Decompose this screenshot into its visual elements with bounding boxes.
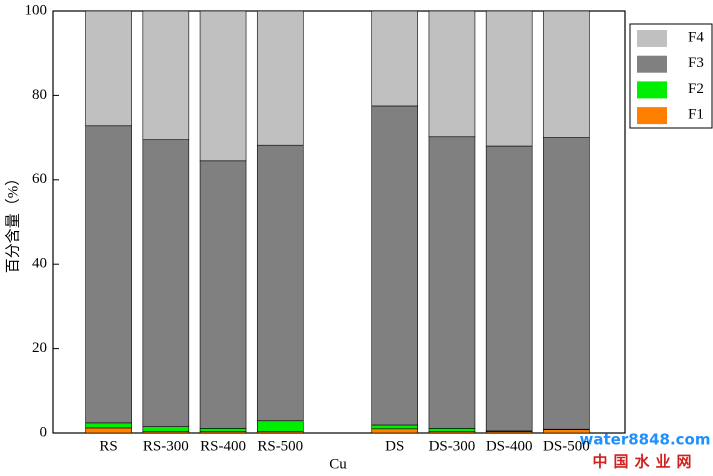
bar-segment — [371, 105, 419, 426]
legend-swatch — [637, 30, 667, 47]
bar-segment — [485, 145, 533, 432]
y-tick-label: 80 — [32, 87, 47, 103]
bar-segment — [142, 10, 190, 141]
legend-swatch — [637, 81, 667, 99]
watermark-brand: water8848.com — [580, 431, 711, 449]
y-tick-label: 100 — [25, 2, 48, 18]
x-tick-label: DS-500 — [543, 438, 590, 454]
x-tick-label: DS-400 — [486, 438, 533, 454]
y-tick-label: 60 — [32, 171, 47, 187]
bar-segment — [428, 10, 476, 138]
y-axis-label: 百分含量（%） — [4, 171, 21, 274]
bar-segment — [142, 426, 190, 433]
legend-label: F3 — [688, 55, 704, 71]
x-tick-label: RS-500 — [257, 438, 303, 454]
bar-segment — [85, 10, 132, 127]
legend-swatch — [637, 55, 667, 73]
bar-segment — [199, 160, 247, 429]
x-tick-label: RS-300 — [143, 438, 189, 454]
bar-segment — [485, 10, 533, 147]
legend-label: F4 — [688, 29, 704, 45]
x-tick-label: DS — [385, 438, 404, 454]
bar-segment — [85, 427, 132, 434]
bar-segment — [85, 422, 132, 429]
x-axis-label: Cu — [329, 456, 347, 472]
y-tick-label: 0 — [40, 424, 48, 440]
bar-segment — [371, 428, 419, 434]
bar-segment — [371, 10, 419, 107]
bar-segment — [142, 139, 190, 427]
bar-segment — [199, 10, 247, 162]
legend-swatch — [637, 107, 667, 125]
bar-segment — [543, 137, 590, 430]
bar-segment — [256, 420, 304, 433]
legend-label: F2 — [688, 81, 704, 97]
x-tick-label: RS-400 — [200, 438, 246, 454]
watermark-subtitle: 中国水业网 — [592, 453, 697, 471]
bar-segment — [85, 125, 132, 424]
bar-segment — [199, 428, 247, 433]
bar-segment — [543, 429, 590, 434]
bar-segment — [428, 428, 476, 433]
y-tick-label: 20 — [32, 340, 47, 356]
x-tick-label: DS-300 — [429, 438, 476, 454]
bar-segment — [256, 10, 304, 146]
plot-frame — [52, 10, 626, 434]
bar-segment — [371, 424, 419, 430]
y-tick-label: 40 — [32, 256, 47, 272]
x-tick-label: RS — [99, 438, 117, 454]
bar-segment — [543, 10, 590, 138]
bar-segment — [256, 144, 304, 422]
legend-label: F1 — [688, 107, 704, 123]
bar-segment — [428, 136, 476, 429]
